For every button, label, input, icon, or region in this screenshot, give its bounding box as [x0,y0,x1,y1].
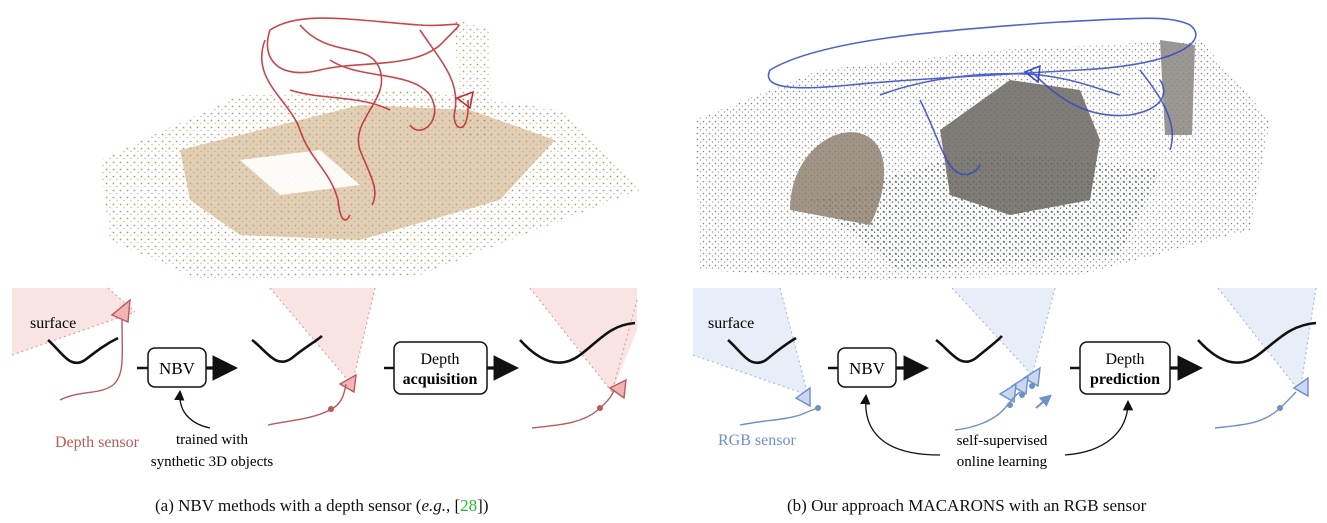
surface-b-3 [1197,321,1317,364]
depth-label-top-b: Depth [1105,351,1144,368]
trajectory-b [767,17,1197,176]
note-arrow-b-left [860,393,941,456]
depth-label-bottom-a: acquisition [403,371,478,388]
nbv-label-a: NBV [159,359,196,378]
surface-label-a: surface [30,315,76,332]
surface-b-1 [727,336,797,365]
camera-a [455,90,474,110]
surface-a-3 [519,321,636,364]
sensor-a-1 [59,298,131,401]
note-line1-a: trained with [176,432,249,448]
caption-a-eg: e.g. [421,496,446,515]
sensor-b-1 [739,386,821,426]
note-line1-b: self-supervised [957,433,1048,449]
note-line2-a: synthetic 3D objects [151,454,274,470]
courtyard-a [240,150,360,195]
frustum-b-3 [1218,288,1316,392]
tower-a [455,20,492,140]
camera-b [1023,64,1041,84]
note-arrow-a [174,389,211,429]
surface-a-2 [251,334,323,363]
caption-a: (a) NBV methods with a depth sensor (e.g… [155,496,489,516]
panel-b-diagram: NBV Depth prediction surface RGB sensor … [692,287,1317,470]
note-arrow-b-right [1064,399,1134,456]
panel-a-diagram: NBV Depth acquisition surface Depth sens… [11,287,638,470]
surface-b-2 [935,335,1003,363]
caption-a-prefix: (a) NBV methods with a depth sensor ( [155,496,422,515]
sensor-a-2 [267,373,357,426]
frustum-a-2 [270,288,375,385]
frustum-a-3 [530,288,637,392]
surface-label-b: surface [708,315,754,332]
cathedral-b [940,80,1100,215]
caption-a-suffix: ]) [477,496,489,515]
nbv-label-b: NBV [849,359,886,378]
caption-a-mid: , [ [446,496,461,515]
sensor-b-2 [954,366,1052,431]
note-line2-b: online learning [957,454,1048,470]
sensor-label-a: Depth sensor [55,434,140,451]
dome-b [790,132,885,225]
frustum-a-1 [12,288,135,355]
depth-label-top-a: Depth [420,351,459,368]
sensor-b-3 [1214,376,1309,429]
sensor-a-3 [531,378,627,429]
frustum-b-2 [952,288,1055,375]
depth-label-bottom-b: prediction [1090,371,1160,388]
sensor-label-b: RGB sensor [718,432,796,449]
surface-a-1 [47,336,119,365]
tower-b [1160,40,1195,135]
frustum-b-1 [693,288,808,395]
caption-a-ref[interactable]: 28 [460,496,478,515]
trajectory-a [260,17,469,221]
panel-a-render [100,17,640,280]
panel-b-render [695,17,1270,280]
caption-b: (b) Our approach MACARONS with an RGB se… [787,496,1147,515]
